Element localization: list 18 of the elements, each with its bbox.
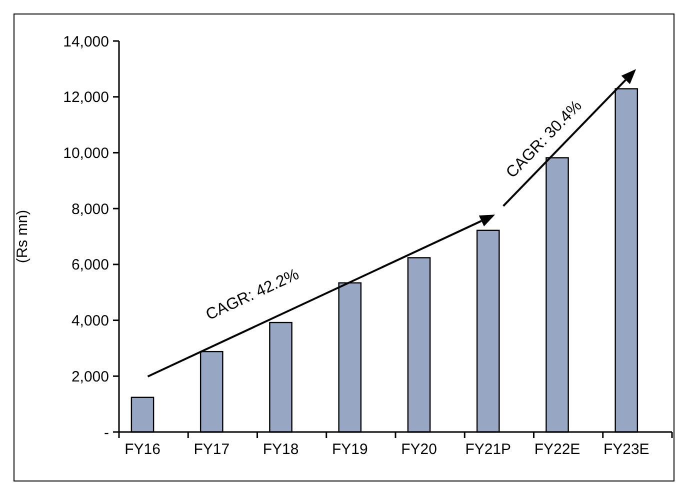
x-tick-label: FY18 xyxy=(262,441,299,458)
x-tick-label: FY19 xyxy=(332,441,368,458)
x-tick-label: FY22E xyxy=(534,441,580,458)
y-tick-label: 2,000 xyxy=(71,368,109,386)
y-tick-label: 8,000 xyxy=(71,200,109,218)
y-tick-label: 6,000 xyxy=(71,256,109,274)
x-tick-label: FY16 xyxy=(124,441,160,458)
y-axis-title: (Rs mn) xyxy=(14,210,31,264)
y-tick-label: 14,000 xyxy=(63,33,109,50)
y-tick-label: - xyxy=(104,424,109,442)
x-tick-label: FY21P xyxy=(465,441,512,458)
y-tick-label: 4,000 xyxy=(71,312,109,330)
x-tick-label: FY23E xyxy=(603,441,650,458)
y-tick-label: 12,000 xyxy=(63,89,109,106)
x-tick-label: FY17 xyxy=(194,441,230,458)
y-tick-label: 10,000 xyxy=(63,144,109,162)
x-tick-label: FY20 xyxy=(401,441,437,458)
annotation: CAGR: 42.2% xyxy=(203,266,302,324)
